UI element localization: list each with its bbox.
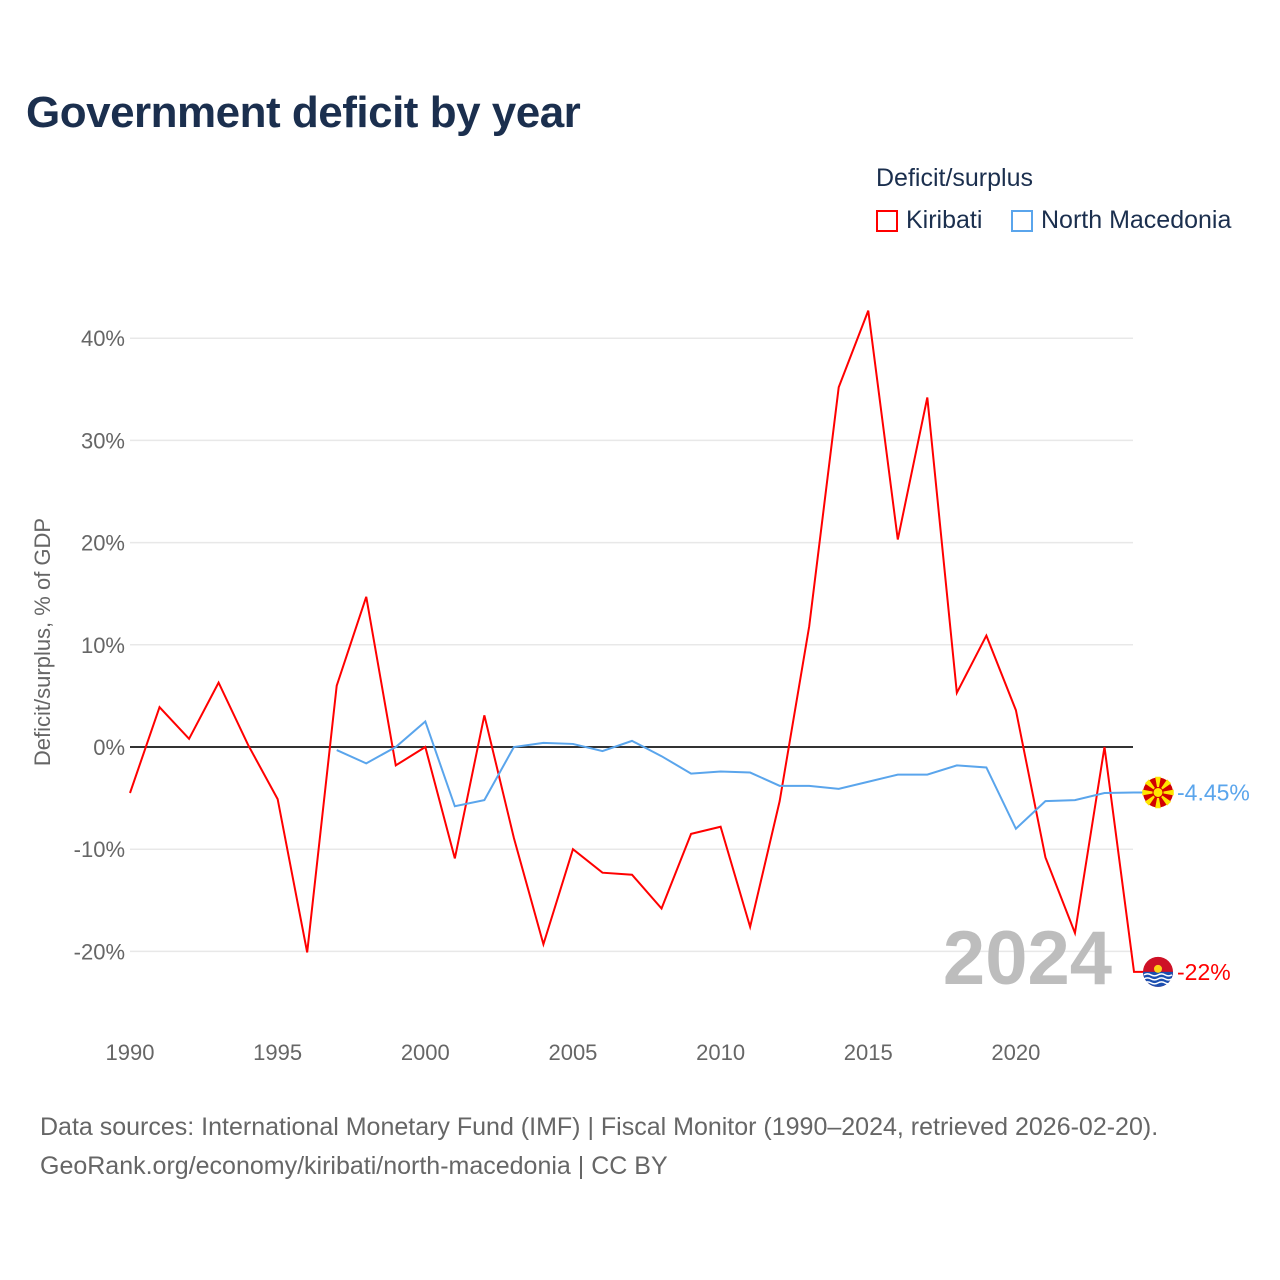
x-tick-label: 2015 — [844, 1040, 893, 1065]
y-tick-label: 30% — [81, 428, 125, 453]
x-tick-label: 2000 — [401, 1040, 450, 1065]
legend-item-kiribati[interactable]: Kiribati — [876, 206, 982, 235]
year-watermark: 2024 — [943, 916, 1112, 1001]
x-tick-label: 2005 — [548, 1040, 597, 1065]
north-macedonia-flag-icon — [1142, 776, 1174, 809]
y-tick-label: 10% — [81, 633, 125, 658]
x-tick-label: 2020 — [991, 1040, 1040, 1065]
end-value-label: -22% — [1177, 959, 1231, 985]
y-tick-label: -10% — [74, 837, 125, 862]
legend-label: Kiribati — [906, 206, 983, 234]
legend-label: North Macedonia — [1041, 206, 1232, 234]
y-axis-label: Deficit/surplus, % of GDP — [30, 518, 55, 766]
y-tick-label: -20% — [74, 939, 125, 964]
y-tick-label: 0% — [93, 735, 125, 760]
source-note: Data sources: International Monetary Fun… — [40, 1108, 1158, 1186]
series-line-north-macedonia — [336, 719, 1146, 831]
y-tick-label: 20% — [81, 531, 125, 556]
legend-item-north-macedonia[interactable]: North Macedonia — [1011, 206, 1231, 235]
y-tick-label: 40% — [81, 326, 125, 351]
x-tick-label: 1990 — [106, 1040, 155, 1065]
series-line-kiribati — [129, 310, 1146, 973]
x-tick-label: 1995 — [253, 1040, 302, 1065]
x-tick-label: 2010 — [696, 1040, 745, 1065]
legend-swatch-north-macedonia — [1011, 209, 1033, 232]
kiribati-flag-icon — [1143, 956, 1174, 987]
end-value-label: -4.45% — [1177, 779, 1250, 805]
legend-swatch-kiribati — [876, 209, 898, 232]
source-link[interactable]: GeoRank.org/economy/kiribati/north-maced… — [40, 1152, 668, 1180]
source-line: Data sources: International Monetary Fun… — [40, 1113, 1159, 1141]
legend-title: Deficit/surplus — [876, 164, 1033, 192]
chart-title: Government deficit by year — [26, 88, 581, 137]
